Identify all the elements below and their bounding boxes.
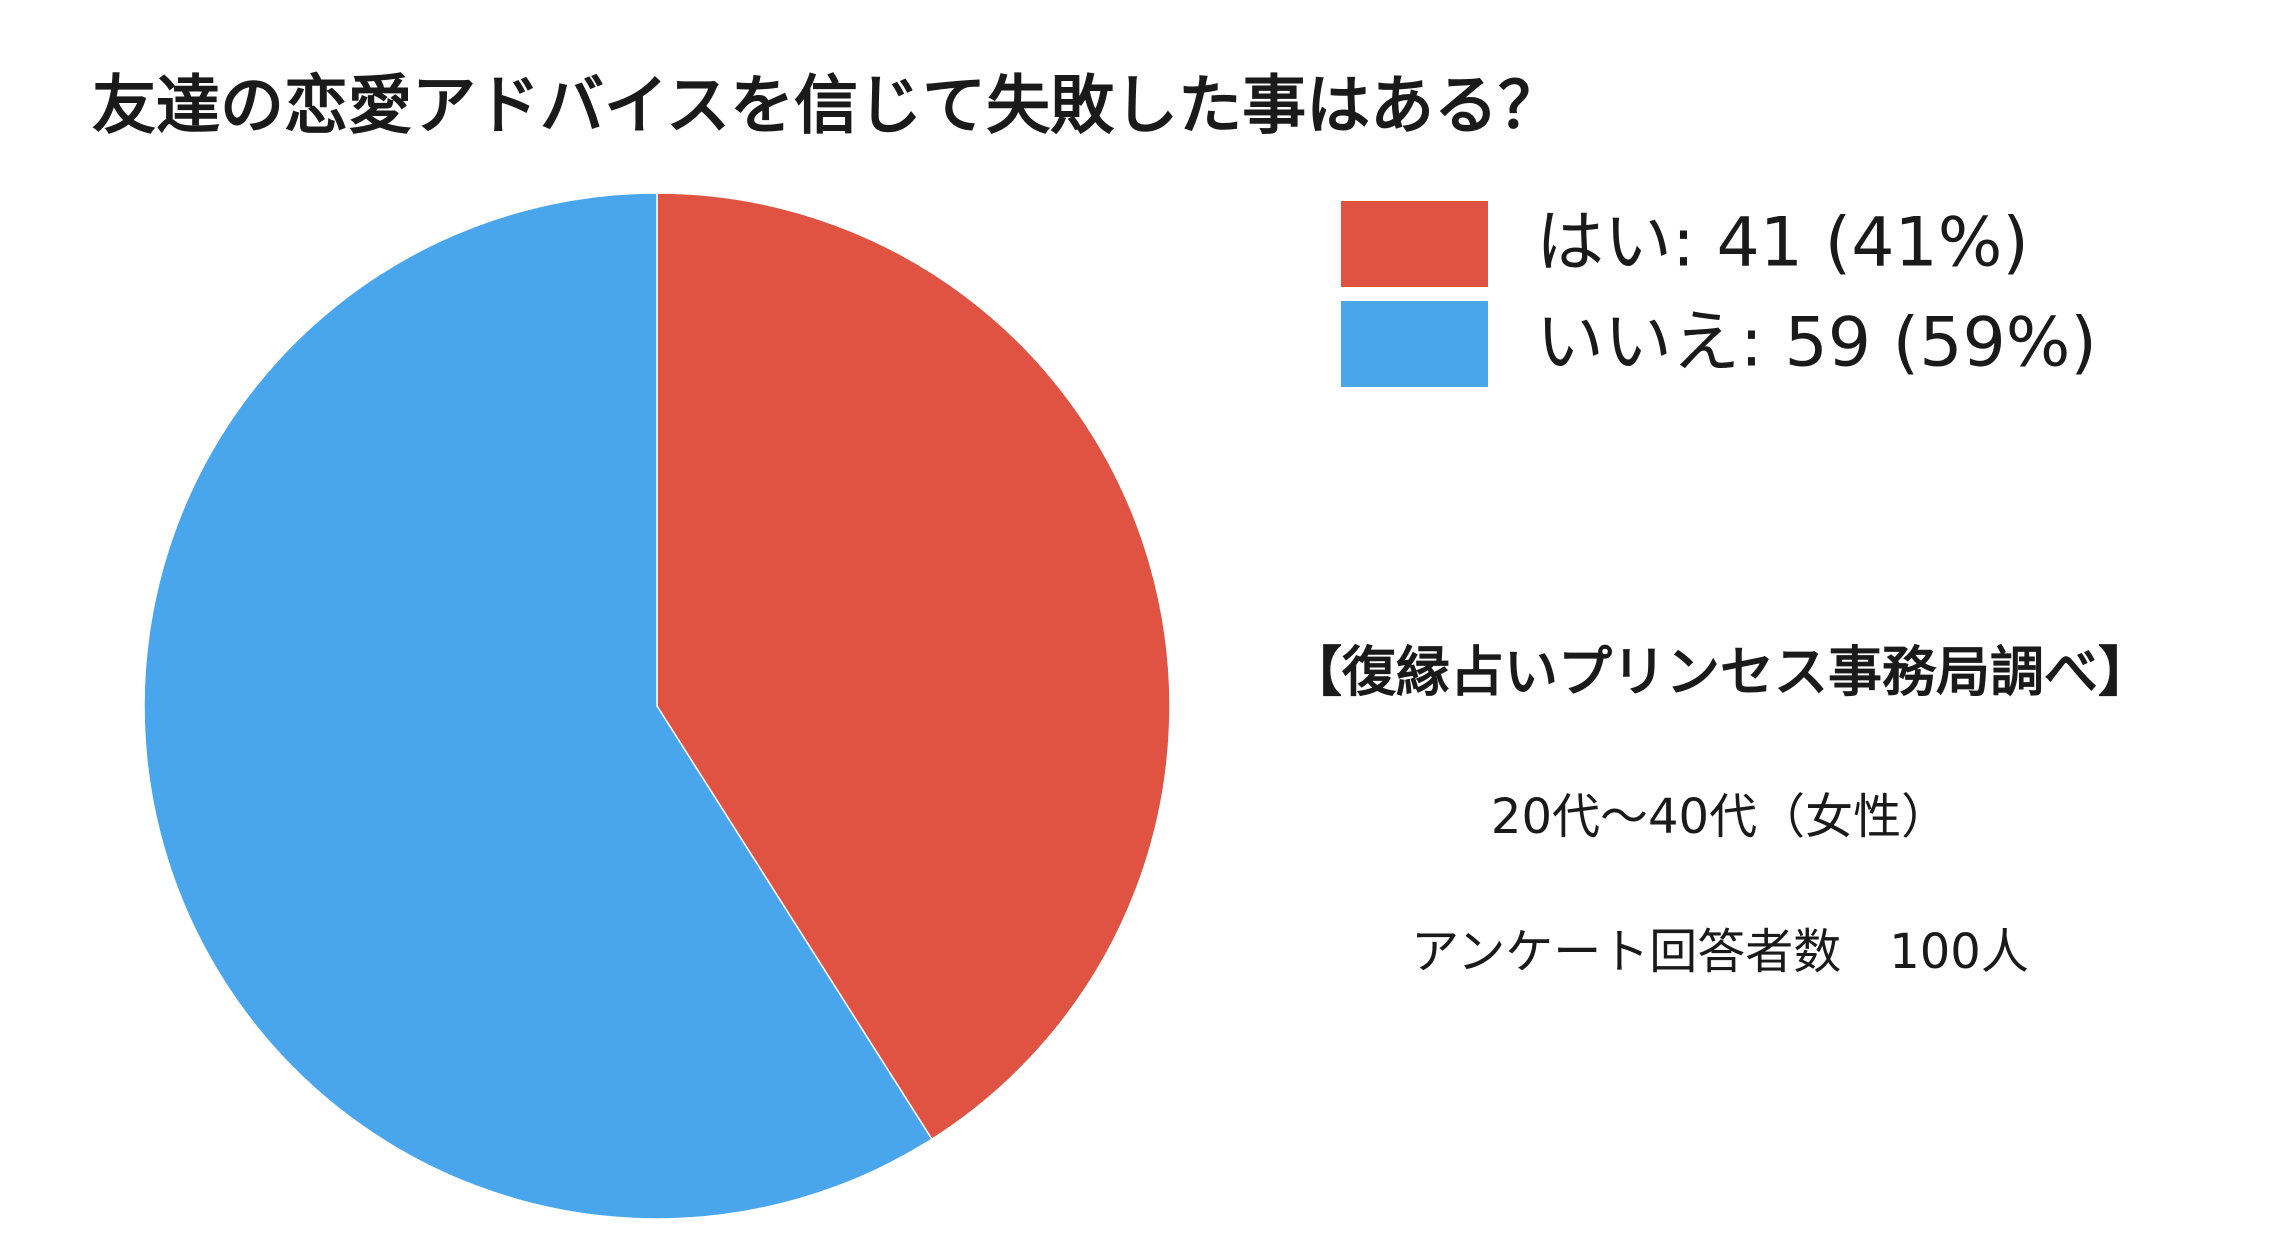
annotation: 20代〜40代（女性） bbox=[1491, 789, 1949, 845]
legend-label: はい: 41 (41%) bbox=[1536, 204, 2029, 283]
annotation: 【復縁占いプリンセス事務局調べ】 bbox=[1288, 641, 2152, 704]
pie-slice bbox=[656, 192, 1171, 1141]
pie-slice bbox=[143, 192, 933, 1220]
legend-label: いいえ: 59 (59%) bbox=[1536, 304, 2097, 383]
annotation: アンケート回答者数 100人 bbox=[1411, 924, 2029, 980]
legend-swatch bbox=[1341, 301, 1488, 387]
chart-title: 友達の恋愛アドバイスを信じて失敗した事はある？ bbox=[92, 70, 1562, 144]
legend-swatch bbox=[1341, 201, 1488, 287]
